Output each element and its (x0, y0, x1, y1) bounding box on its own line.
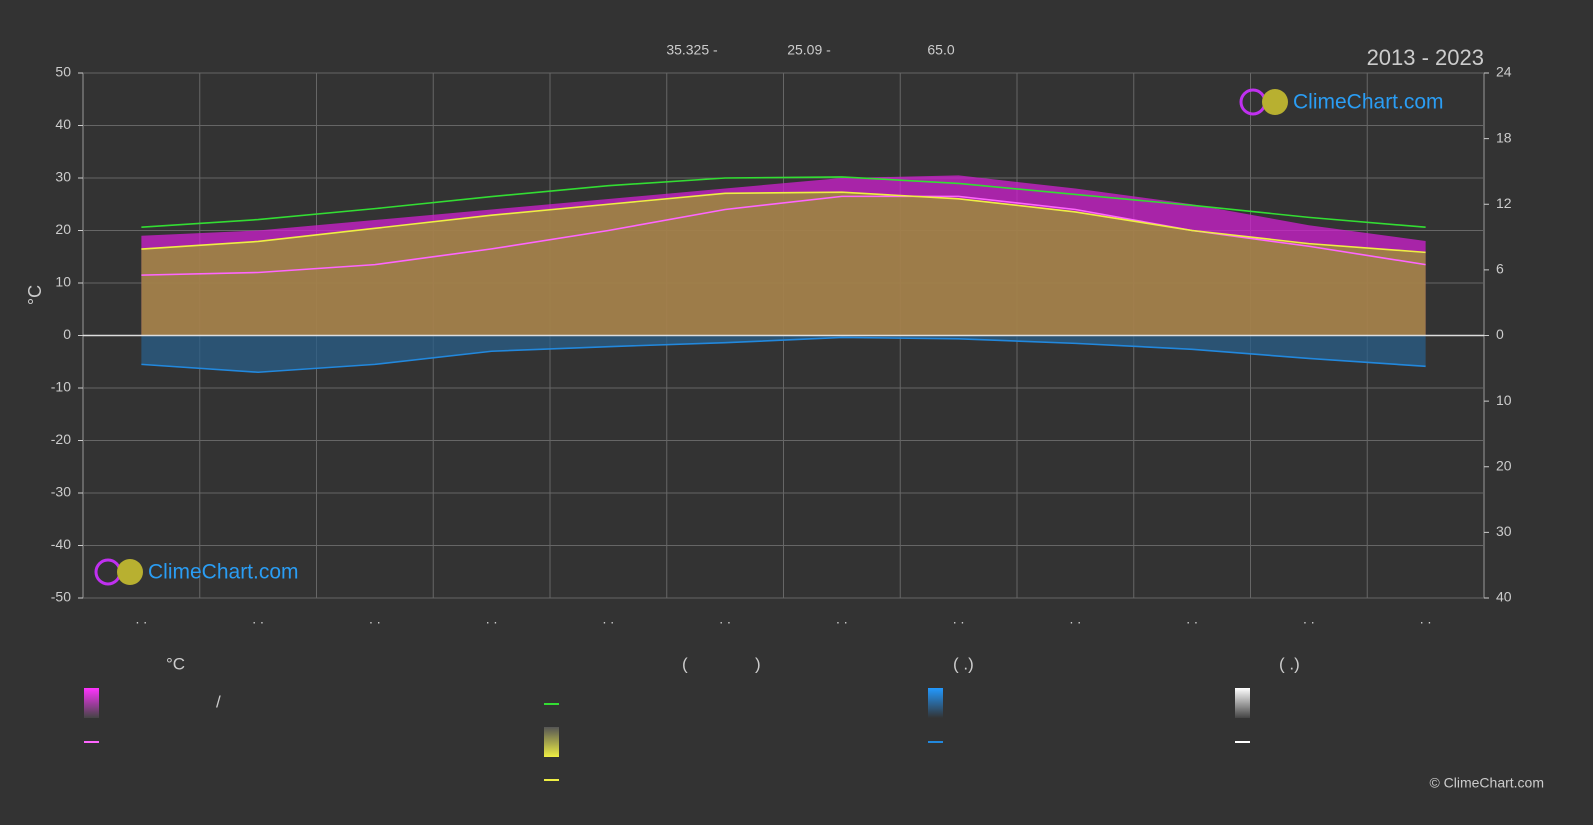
logo-sun (1262, 89, 1288, 115)
logo: ClimeChart.com (94, 558, 299, 586)
x-tick-label: . . (1420, 611, 1432, 627)
y-tick-label: -20 (51, 431, 71, 447)
logo-sun (117, 559, 143, 585)
copyright: © ClimeChart.com (1429, 775, 1544, 791)
period: 2013 - 2023 (1367, 45, 1484, 70)
x-tick-label: . . (719, 611, 731, 627)
area (141, 192, 1426, 336)
legend-heading: ( .) (1279, 654, 1300, 673)
y-tick-label: 0 (63, 326, 71, 342)
x-tick-label: . . (953, 611, 965, 627)
x-tick-label: . . (836, 611, 848, 627)
y-tick-label: 30 (55, 169, 71, 185)
legend-heading: ( .) (953, 654, 974, 673)
x-tick-label: . . (603, 611, 615, 627)
y3-tick-label: 30 (1496, 523, 1512, 539)
y-tick-label: -50 (51, 589, 71, 605)
y-tick-label: -40 (51, 536, 71, 552)
legend-heading: ) (755, 654, 761, 673)
x-tick-label: . . (369, 611, 381, 627)
legend: °C ( ) ( .) ( .) / (84, 654, 1300, 781)
stat: 25.09 - (787, 42, 831, 58)
legend-swatch (84, 688, 99, 718)
x-tick-label: . . (1303, 611, 1315, 627)
x-tick-label: . . (1186, 611, 1198, 627)
plot: -50 -40 -30 -20 -10 0 10 20 30 40 50 0 6 12 18 24 10 20 30… (51, 64, 1512, 627)
legend-swatch (1235, 688, 1250, 718)
x-tick-label: . . (486, 611, 498, 627)
stat: 35.325 - (666, 42, 718, 58)
y3-tick-label: 20 (1496, 457, 1512, 473)
y-tick-label: 20 (55, 221, 71, 237)
legend-text: / (216, 692, 221, 711)
y2-tick-label: 0 (1496, 326, 1504, 342)
y-tick-label: -10 (51, 379, 71, 395)
y2-tick-label: 12 (1496, 195, 1512, 211)
series-line (141, 336, 1426, 374)
series-line (141, 191, 1426, 254)
y2-tick-label: 24 (1496, 64, 1512, 80)
legend-heading: ( (682, 654, 688, 673)
stat: 65.0 (927, 42, 954, 58)
y3-tick-label: 10 (1496, 392, 1512, 408)
brand: ClimeChart.com (1293, 91, 1444, 114)
brand: ClimeChart.com (148, 561, 299, 584)
y3-tick-label: 40 (1496, 589, 1512, 605)
x-tick-label: . . (1070, 611, 1082, 627)
y-axis-label: °C (25, 285, 45, 305)
y-tick-label: 50 (55, 64, 71, 80)
y2-tick-label: 6 (1496, 261, 1504, 277)
y-tick-label: -30 (51, 484, 71, 500)
series-line (141, 176, 1426, 229)
legend-heading: °C (166, 654, 185, 673)
legend-swatch (928, 688, 943, 718)
y2-tick-label: 18 (1496, 129, 1512, 145)
y-tick-label: 40 (55, 116, 71, 132)
x-tick-label: . . (252, 611, 264, 627)
legend-swatch (544, 727, 559, 757)
logo: ClimeChart.com (1239, 88, 1444, 116)
y-tick-label: 10 (55, 274, 71, 290)
x-tick-label: . . (136, 611, 148, 627)
